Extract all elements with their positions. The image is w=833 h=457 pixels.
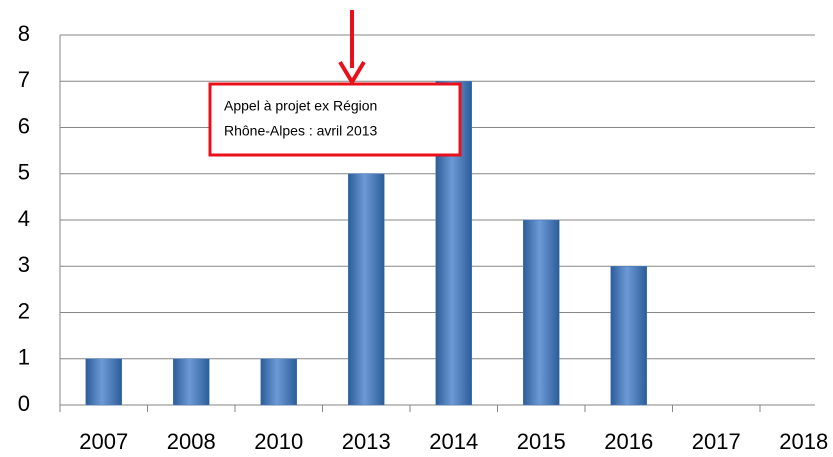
y-tick-label: 2 <box>18 298 30 323</box>
y-tick-label: 4 <box>18 206 30 231</box>
y-tick-label: 7 <box>18 67 30 92</box>
x-tick-label: 2017 <box>692 429 741 454</box>
x-tick-label: 2010 <box>254 429 303 454</box>
y-tick-label: 8 <box>18 21 30 46</box>
bar <box>260 358 297 406</box>
annotation-box <box>208 82 462 157</box>
annotation-arrowhead <box>338 60 366 86</box>
x-tick-label: 2016 <box>604 429 653 454</box>
x-tick-label: 2014 <box>429 429 478 454</box>
y-tick-label: 5 <box>18 160 30 185</box>
x-tick-label: 2018 <box>779 429 828 454</box>
bar <box>173 358 210 406</box>
x-tick-label: 2013 <box>342 429 391 454</box>
y-tick-label: 6 <box>18 113 30 138</box>
bar <box>348 173 385 406</box>
annotation-text: Appel à projet ex Région <box>224 98 377 114</box>
y-tick-label: 1 <box>18 345 30 370</box>
x-tick-label: 2015 <box>517 429 566 454</box>
x-tick-label: 2007 <box>79 429 128 454</box>
y-tick-label: 0 <box>18 391 30 416</box>
y-tick-label: 3 <box>18 252 30 277</box>
x-tick-label: 2008 <box>167 429 216 454</box>
bar <box>610 266 647 406</box>
bar <box>85 358 122 406</box>
bar <box>523 219 560 406</box>
annotation-text: Rhône-Alpes : avril 2013 <box>224 123 378 139</box>
